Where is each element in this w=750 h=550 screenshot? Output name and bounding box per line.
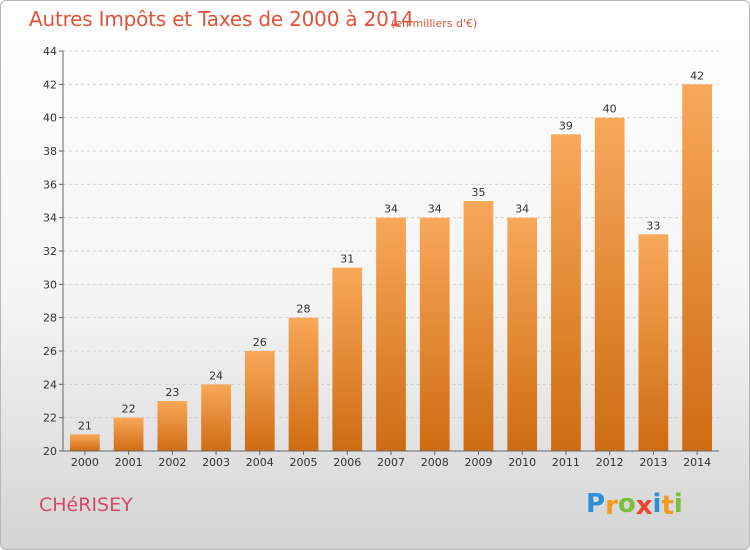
y-tick-label: 42	[43, 78, 57, 91]
y-tick-label: 32	[43, 245, 57, 258]
data-label: 39	[559, 119, 573, 132]
commune-name: CHéRISEY	[39, 494, 133, 516]
data-label: 34	[515, 203, 529, 216]
y-tick-label: 20	[43, 445, 57, 458]
bar	[638, 234, 669, 451]
logo-letter: r	[605, 491, 618, 521]
bar	[682, 84, 713, 451]
y-tick-label: 40	[43, 112, 57, 125]
bar	[507, 217, 538, 451]
x-tick-label: 2009	[464, 456, 492, 469]
x-tick-label: 2003	[202, 456, 230, 469]
data-label: 26	[253, 336, 267, 349]
y-tick-label: 38	[43, 145, 57, 158]
x-tick-label: 2012	[596, 456, 624, 469]
x-tick-label: 2014	[683, 456, 711, 469]
x-tick-label: 2013	[639, 456, 667, 469]
y-tick-label: 44	[43, 45, 57, 58]
data-label: 31	[340, 253, 354, 266]
x-tick-label: 2010	[508, 456, 536, 469]
logo-letter: P	[586, 489, 606, 519]
bar	[551, 134, 581, 452]
bar	[69, 434, 100, 451]
proxiti-logo: Proxiti	[586, 489, 683, 521]
data-label: 40	[603, 103, 617, 116]
logo-letter: x	[635, 491, 653, 521]
logo-letter: i	[652, 489, 662, 519]
bar	[463, 201, 494, 451]
bar	[113, 417, 144, 451]
y-tick-label: 24	[43, 378, 57, 391]
y-tick-label: 34	[43, 212, 57, 225]
y-tick-label: 30	[43, 278, 57, 291]
data-label: 34	[428, 203, 442, 216]
bar	[332, 267, 363, 451]
bar	[201, 384, 231, 451]
data-label: 24	[209, 369, 223, 382]
x-tick-label: 2005	[290, 456, 318, 469]
bars: 21 22 23 24 26 28 31 34 34 35 34 39 40 33 42	[69, 69, 713, 452]
data-label: 33	[646, 219, 660, 232]
y-tick-label: 36	[43, 178, 57, 191]
x-tick-label: 2002	[158, 456, 186, 469]
bar	[288, 317, 319, 451]
data-label: 34	[384, 203, 398, 216]
bar	[376, 217, 406, 451]
x-tick-label: 2004	[246, 456, 274, 469]
x-axis: 2000 2001 2002 2003 2004 2005 2006 2007 2008 2009…	[63, 450, 719, 469]
logo-letter: t	[661, 491, 674, 521]
data-label: 21	[78, 419, 92, 432]
x-tick-label: 2001	[115, 456, 143, 469]
logo-letter: i	[673, 489, 683, 519]
data-label: 22	[122, 403, 136, 416]
x-tick-label: 2006	[333, 456, 361, 469]
chart-title: Autres Impôts et Taxes de 2000 à 2014	[29, 7, 414, 31]
y-tick-label: 22	[43, 412, 57, 425]
x-tick-label: 2007	[377, 456, 405, 469]
data-label: 42	[690, 69, 704, 82]
x-tick-label: 2008	[421, 456, 449, 469]
chart-unit: (en milliers d'€)	[391, 17, 478, 30]
y-tick-label: 26	[43, 345, 57, 358]
logo-letter: o	[617, 489, 636, 519]
x-tick-label: 2011	[552, 456, 580, 469]
y-axis: 20 22 24 26 28 30 32 34 36 38 40 42 44	[43, 45, 64, 458]
bar	[594, 117, 625, 452]
x-tick-label: 2000	[71, 456, 99, 469]
bar	[419, 217, 450, 451]
data-label: 28	[297, 303, 311, 316]
data-label: 23	[165, 386, 179, 399]
data-label: 35	[471, 186, 485, 199]
y-tick-label: 28	[43, 312, 57, 325]
bar	[244, 351, 275, 451]
bar	[157, 401, 188, 451]
